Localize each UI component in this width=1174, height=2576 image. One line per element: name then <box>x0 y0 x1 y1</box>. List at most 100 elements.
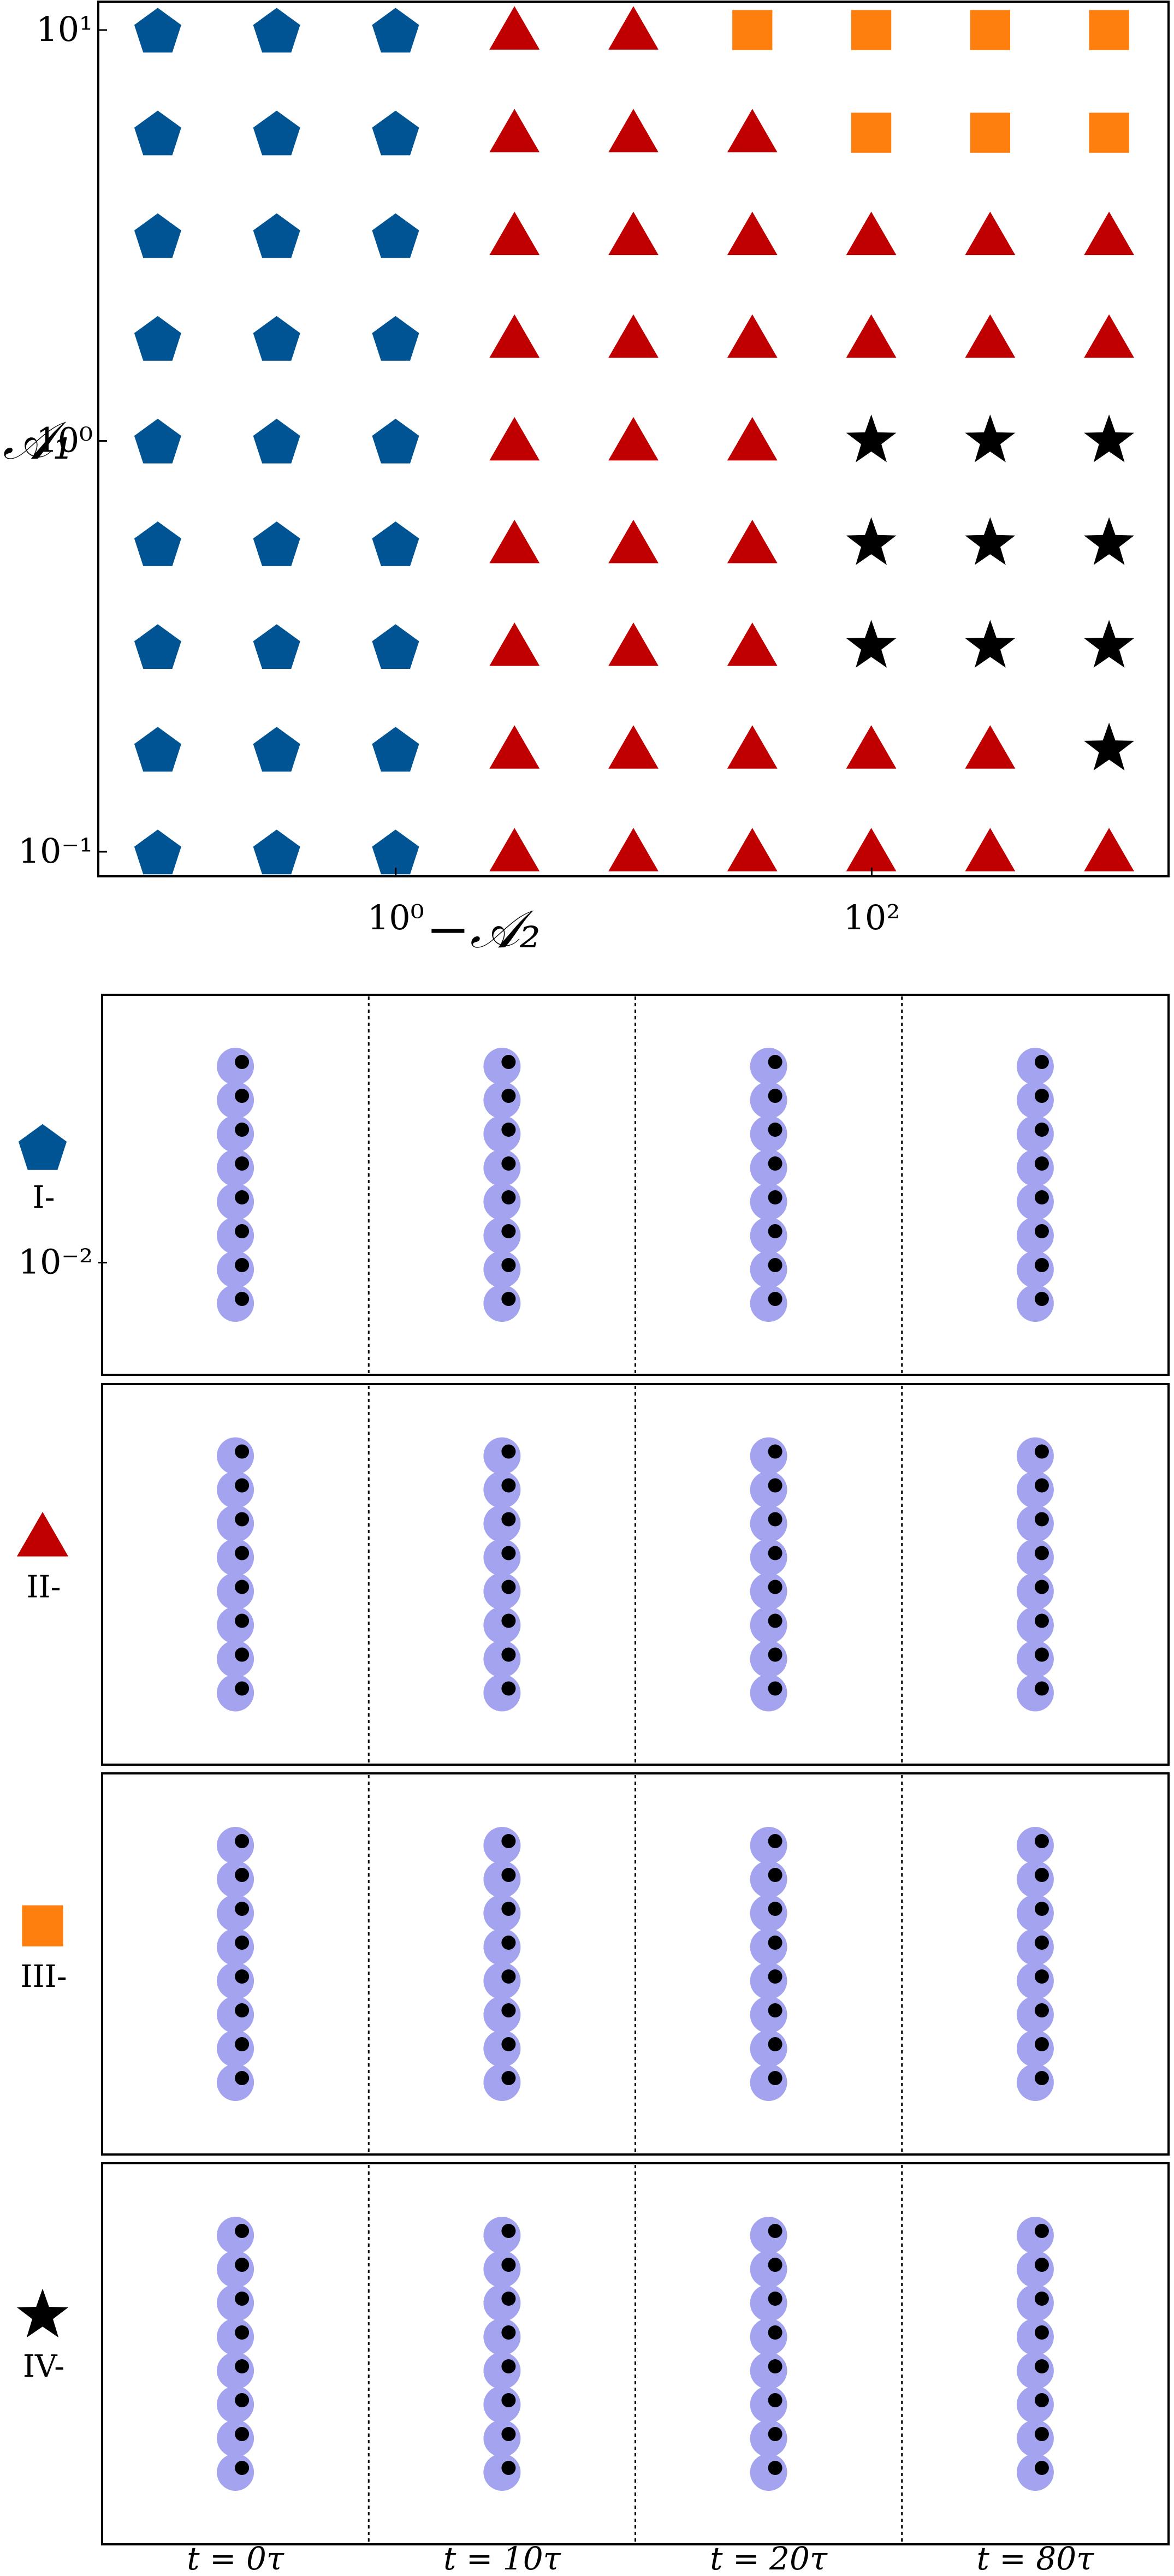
bead-center <box>501 1444 516 1459</box>
bead-center <box>501 1936 516 1950</box>
bead <box>1016 1251 1054 1288</box>
snapshot-frame <box>101 1383 1170 1766</box>
plot-frame <box>97 1 1170 877</box>
bead <box>750 1895 787 1932</box>
bead <box>1016 1437 1054 1475</box>
x-tick-label: 10² <box>843 898 900 937</box>
bead <box>483 2386 521 2423</box>
bead <box>1016 2030 1054 2067</box>
bead-center <box>501 1258 516 1272</box>
phase-marker-ii <box>846 828 897 871</box>
bead <box>217 1827 254 1864</box>
bead <box>217 1572 254 1610</box>
bead-center <box>1034 2393 1049 2407</box>
bead-center <box>1034 1546 1049 1560</box>
bead <box>750 1928 787 1966</box>
bead-center <box>1034 1224 1049 1238</box>
bead-center <box>768 2393 782 2407</box>
phase-marker-i <box>372 521 419 566</box>
bead <box>217 1251 254 1288</box>
bead <box>483 1674 521 1712</box>
phase-marker-iii <box>851 10 892 50</box>
phase-marker-ii <box>608 519 659 563</box>
phase-marker-i <box>253 110 300 156</box>
bead-center <box>768 1224 782 1238</box>
phase-marker-i <box>372 829 419 875</box>
bead-center <box>1034 1123 1049 1137</box>
phase-marker-i <box>134 8 181 53</box>
bead-center <box>235 1292 250 1306</box>
bead-center <box>1034 2427 1049 2441</box>
bead <box>483 2064 521 2101</box>
bead-center <box>501 2071 516 2085</box>
bead-center <box>235 1647 250 1662</box>
snapshot-row-4: IV- <box>16 2162 1170 2545</box>
bead-center <box>768 1969 782 1984</box>
phase-marker-i <box>134 316 181 361</box>
snapshot-frame <box>101 1772 1170 2156</box>
phase-marker-iii <box>1089 10 1129 50</box>
x-tick-label: 10⁰ <box>367 898 424 937</box>
bead <box>217 1996 254 2033</box>
bead <box>750 1572 787 1610</box>
phase-marker-ii <box>608 725 659 769</box>
bead-center <box>235 1546 250 1560</box>
y-tick-label: 10⁻¹ <box>19 831 93 871</box>
phase-marker-ii <box>489 211 540 256</box>
bead <box>483 1115 521 1153</box>
phase-marker-iv <box>1084 620 1135 668</box>
bead <box>750 1251 787 1288</box>
bead <box>217 2454 254 2491</box>
y-tick-label: 10¹ <box>36 9 93 49</box>
bead-center <box>768 1156 782 1171</box>
bead <box>750 2420 787 2457</box>
bead-center <box>501 2359 516 2373</box>
bead <box>750 2352 787 2389</box>
bead <box>750 1082 787 1119</box>
phase-marker-ii <box>727 417 778 461</box>
phase-marker-ii <box>608 109 659 152</box>
phase-marker-ii <box>846 211 897 256</box>
bead <box>483 2420 521 2457</box>
snapshot-panels: I- II- III- IV-t = 0τ t = 10τ t = 20τ t = 80τ <box>16 994 1170 2576</box>
x-axis-label: −𝒜₂ <box>426 899 541 960</box>
bead-center <box>1034 1613 1049 1628</box>
bead-center <box>501 2325 516 2340</box>
bead-center <box>501 1647 516 1662</box>
bead-center <box>235 2393 250 2407</box>
bead-center <box>768 2325 782 2340</box>
bead-center <box>1034 1969 1049 1984</box>
bead-center <box>235 1580 250 1594</box>
bead <box>217 1437 254 1475</box>
snapshot-row-1: I- <box>18 994 1170 1376</box>
phase-marker-iv <box>1084 517 1135 565</box>
bead <box>217 2318 254 2355</box>
bead <box>1016 1861 1054 1898</box>
phase-marker-ii <box>489 519 540 563</box>
bead-center <box>1034 1478 1049 1493</box>
bead-center <box>235 1156 250 1171</box>
time-label: t = 0τ <box>187 2540 284 2576</box>
bead-center <box>501 1868 516 1882</box>
bead <box>1016 1149 1054 1186</box>
phase-marker-iv <box>1084 722 1135 770</box>
bead-center <box>768 2037 782 2051</box>
bead <box>1016 1572 1054 1610</box>
bead-center <box>1034 1190 1049 1204</box>
phase-marker-ii <box>489 417 540 461</box>
bead <box>483 2030 521 2067</box>
bead-center <box>235 1089 250 1103</box>
phase-marker-iv <box>846 517 897 565</box>
bead-center <box>501 1902 516 1916</box>
bead-center <box>1034 1089 1049 1103</box>
phase-marker-i <box>372 418 419 464</box>
snapshot-row-2: II- <box>16 1383 1170 1766</box>
bead <box>483 1572 521 1610</box>
bead-center <box>1034 1902 1049 1916</box>
bead-center <box>235 1055 250 1069</box>
bead-center <box>501 1681 516 1696</box>
bead-center <box>235 2359 250 2373</box>
bead <box>217 1082 254 1119</box>
bead <box>483 1640 521 1678</box>
